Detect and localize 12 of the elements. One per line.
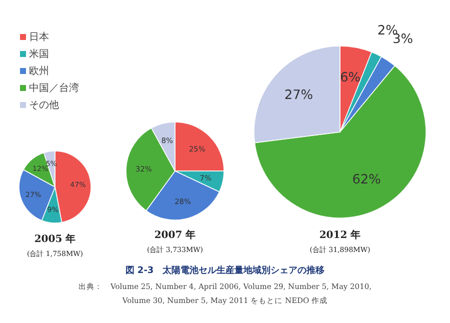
text: 2005 年 (33, 232, 77, 246)
legend-label: 日本 (28, 30, 50, 44)
caption: 図 2-3 太陽電池セル生産量地域別シェアの推移 (124, 264, 326, 277)
legend-label: 米国 (28, 48, 50, 62)
text: 2007 年 (153, 228, 197, 242)
data-label: 62% (352, 172, 381, 188)
data-label: 27% (284, 88, 314, 104)
legend-label: 欧州 (28, 64, 50, 78)
legend-label: その他 (28, 98, 60, 112)
legend-label: 中国／台湾 (28, 82, 79, 96)
data-label: 6% (340, 70, 361, 86)
text: 2012 年 (318, 228, 362, 242)
